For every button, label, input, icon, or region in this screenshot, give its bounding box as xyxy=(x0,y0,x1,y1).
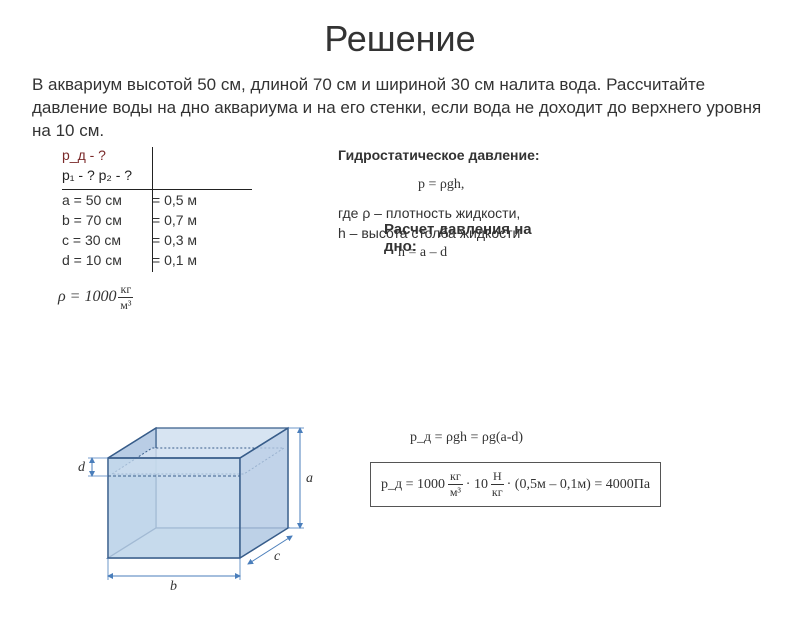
pd-formula: p_д = ρgh = ρg(a-d) xyxy=(410,430,523,446)
given-d-si: = 0,1 м xyxy=(152,252,232,268)
given-a: a = 50 см xyxy=(62,192,152,208)
times-10: · 10 xyxy=(466,477,488,493)
given-a-si: = 0,5 м xyxy=(152,192,232,208)
aquarium-diagram: a d b c xyxy=(48,418,318,608)
main-formula: p = ρgh, xyxy=(418,177,540,193)
svg-text:d: d xyxy=(78,460,86,475)
given-rho: ρ = 1000 кг м³ xyxy=(58,282,318,313)
where-h: h – высота столба жидкости Расчет давлен… xyxy=(338,225,540,241)
theory-block: Гидростатическое давление: p = ρgh, где … xyxy=(338,147,540,313)
result-tail: · (0,5м – 0,1м) = 4000Па xyxy=(507,477,650,493)
calc-header: Расчет давления на дно: xyxy=(384,221,540,255)
given-c: c = 30 см xyxy=(62,232,152,248)
problem-statement: В аквариум высотой 50 см, длиной 70 см и… xyxy=(32,74,768,143)
svg-text:a: a xyxy=(306,471,313,486)
given-c-si: = 0,3 м xyxy=(152,232,232,248)
rho-value: ρ = 1000 xyxy=(58,288,116,306)
result-box: p_д = 1000 кг м³ · 10 Н кг · (0,5м – 0,1… xyxy=(370,462,661,507)
given-block: p_д - ? p₁ - ? p₂ - ? a = 50 см = 0,5 м … xyxy=(58,147,318,313)
svg-text:b: b xyxy=(170,579,177,594)
unit-kg-m3: кг м³ xyxy=(448,469,463,500)
page-title: Решение xyxy=(0,18,800,60)
where-rho: где ρ – плотность жидкости, xyxy=(338,205,540,221)
given-b-si: = 0,7 м xyxy=(152,212,232,228)
rho-unit: кг м³ xyxy=(118,282,133,313)
unknown-pd: p_д - ? xyxy=(62,147,152,163)
unit-n-kg: Н кг xyxy=(491,469,504,500)
content-area: p_д - ? p₁ - ? p₂ - ? a = 50 см = 0,5 м … xyxy=(58,147,800,313)
hydrostatic-header: Гидростатическое давление: xyxy=(338,147,540,163)
svg-text:c: c xyxy=(274,549,281,564)
result-lead: p_д = 1000 xyxy=(381,477,445,493)
given-d: d = 10 см xyxy=(62,252,152,268)
given-b: b = 70 см xyxy=(62,212,152,228)
